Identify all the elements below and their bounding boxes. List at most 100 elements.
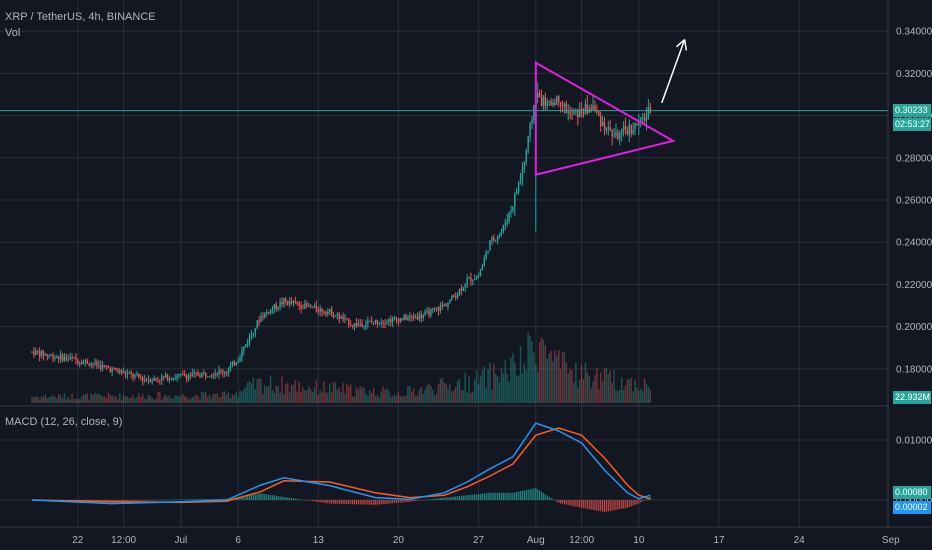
volume-bar bbox=[153, 399, 155, 403]
volume-bar bbox=[502, 373, 505, 403]
candle-body bbox=[363, 326, 365, 328]
candle-body bbox=[243, 346, 245, 351]
candle-body bbox=[180, 373, 182, 375]
candle-body bbox=[454, 297, 457, 299]
volume-bar bbox=[571, 370, 573, 403]
candle-body bbox=[529, 123, 531, 137]
macd-histogram-bar bbox=[453, 496, 455, 500]
candle-body bbox=[37, 350, 39, 352]
volume-bar bbox=[99, 394, 102, 403]
candle-body bbox=[157, 378, 159, 380]
volume-bar bbox=[626, 379, 629, 403]
volume-bar bbox=[77, 399, 79, 403]
macd-histogram-bar bbox=[100, 500, 102, 502]
macd-histogram-bar bbox=[464, 495, 466, 500]
volume-bar bbox=[176, 395, 178, 403]
macd-histogram-bar bbox=[359, 500, 361, 505]
candle-body bbox=[237, 360, 239, 363]
volume-bar bbox=[145, 399, 148, 403]
volume-bar bbox=[266, 387, 268, 403]
candle-body bbox=[140, 376, 142, 378]
time-tick-label: Aug bbox=[527, 535, 545, 546]
volume-bar bbox=[309, 389, 312, 403]
volume-bar bbox=[248, 380, 251, 403]
volume-bar bbox=[273, 392, 276, 403]
volume-bar bbox=[267, 386, 270, 403]
candle-body bbox=[197, 372, 199, 376]
price-tick-label: 0.32000 bbox=[896, 69, 932, 80]
drawings[interactable] bbox=[534, 38, 688, 176]
candle-body bbox=[113, 368, 115, 370]
candle-body bbox=[393, 317, 396, 319]
macd-histogram-bar bbox=[371, 500, 373, 505]
macd-histogram-bar bbox=[571, 500, 573, 506]
candle-body bbox=[607, 127, 610, 130]
candle-body bbox=[309, 305, 312, 308]
volume-bar bbox=[119, 392, 121, 403]
macd-histogram-bar bbox=[201, 499, 203, 500]
macd-histogram-bar bbox=[136, 500, 138, 501]
volume-bar bbox=[187, 399, 190, 403]
volume-bar bbox=[84, 394, 87, 403]
candle-body bbox=[136, 373, 138, 375]
volume-bar bbox=[271, 389, 274, 403]
candle-body bbox=[464, 284, 466, 288]
volume-bar bbox=[357, 389, 360, 403]
candle-body bbox=[557, 95, 560, 103]
macd-histogram-bar bbox=[645, 498, 648, 500]
macd-histogram-bar bbox=[548, 496, 550, 500]
candle-body bbox=[328, 309, 331, 312]
macd-histogram-bar bbox=[474, 494, 476, 500]
volume-bar bbox=[107, 392, 110, 403]
macd-histogram-bar bbox=[367, 500, 369, 505]
macd-histogram-bar bbox=[344, 500, 346, 504]
volume-bar bbox=[300, 392, 302, 403]
macd-histogram-bar bbox=[554, 500, 556, 501]
candle-body bbox=[559, 102, 562, 106]
macd-histogram-bar bbox=[592, 500, 594, 510]
macd-histogram-bar bbox=[424, 499, 426, 501]
candle-body bbox=[54, 357, 56, 359]
macd-histogram-bar bbox=[529, 489, 531, 500]
time-tick-label: 10 bbox=[633, 535, 645, 546]
volume-bar bbox=[351, 396, 354, 403]
macd-histogram-bar bbox=[416, 500, 419, 501]
candle-body bbox=[491, 237, 493, 241]
macd-histogram-bar bbox=[600, 500, 602, 512]
macd-histogram-bar bbox=[348, 500, 350, 505]
volume-bar bbox=[178, 396, 180, 403]
candle-body bbox=[245, 344, 247, 347]
volume-bar bbox=[281, 376, 283, 403]
candle-body bbox=[550, 100, 552, 106]
candle-body bbox=[73, 357, 75, 359]
breakout-arrow-head bbox=[683, 39, 688, 51]
volume-bar bbox=[298, 382, 300, 403]
volume-bar bbox=[544, 345, 547, 403]
volume-bar bbox=[31, 396, 33, 403]
macd-histogram-bar bbox=[155, 500, 157, 501]
macd-histogram-bar bbox=[327, 500, 329, 504]
macd-histogram-bar bbox=[573, 500, 575, 507]
candle-body bbox=[456, 294, 459, 298]
price-tick-label: 0.18000 bbox=[896, 364, 932, 375]
macd-histogram-bar bbox=[163, 500, 165, 501]
volume-bar bbox=[615, 390, 617, 403]
volume-bar bbox=[138, 393, 140, 403]
volume-bar bbox=[109, 394, 111, 403]
macd-histogram-bar bbox=[418, 500, 420, 501]
candle-body bbox=[397, 319, 400, 323]
volume-bar bbox=[359, 386, 361, 403]
candle-body bbox=[161, 376, 163, 381]
volume-bar bbox=[307, 386, 310, 403]
volume-bar bbox=[94, 392, 96, 403]
candle-body bbox=[323, 311, 325, 313]
macd-histogram-bar bbox=[460, 495, 462, 500]
volume-bar bbox=[233, 395, 235, 403]
candle-body bbox=[527, 136, 529, 151]
time-tick-label: 24 bbox=[794, 535, 806, 546]
macd-histogram-bar bbox=[117, 500, 119, 502]
volume-bar bbox=[603, 368, 606, 403]
macd-histogram-bar bbox=[166, 499, 169, 501]
volume-bar bbox=[391, 396, 394, 403]
